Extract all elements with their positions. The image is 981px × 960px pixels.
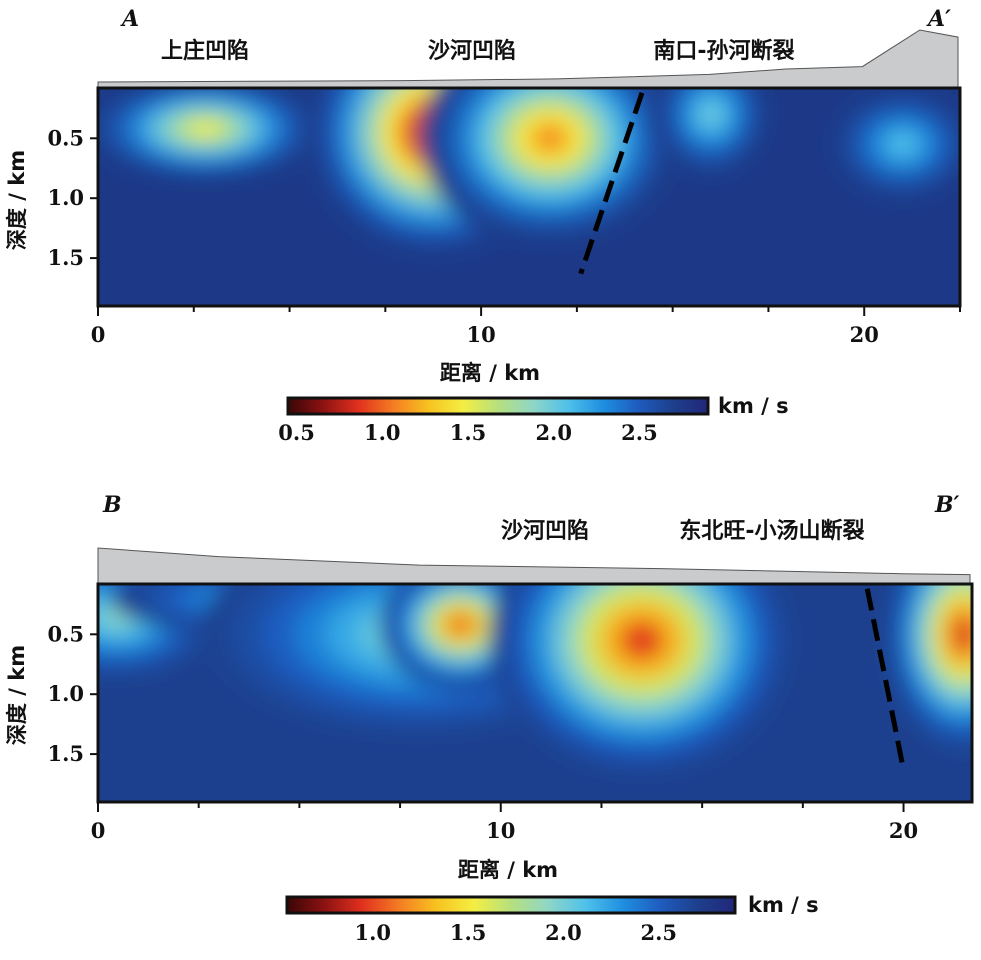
velocity-anomaly-4 [619,620,664,660]
colorbar-tick-label: 2.5 [640,920,677,945]
x-axis-b: 0 10 20 [91,802,918,843]
x-tick-label: 20 [889,818,918,843]
profile-end-label-b: B′ [934,492,960,518]
velocity-anomaly-0 [187,121,223,137]
y-tick-label: 1.5 [47,741,84,766]
y-tick-label: 1.0 [47,681,84,706]
topography-a [97,29,959,89]
x-tick-label: 0 [91,322,106,347]
velocity-anomaly-5 [952,617,972,652]
x-tick-label: 20 [850,322,879,347]
profile-end-label-a: A′ [926,6,951,32]
colorbar-tick-label: 1.0 [355,920,392,945]
topography-b [97,547,971,585]
profile-start-label-b: B [102,492,122,518]
colorbar-tick-label: 2.0 [545,920,582,945]
colorbar-ticks-a: 0.5 1.0 1.5 2.0 2.5 [278,420,657,445]
x-tick-label: 10 [466,322,495,347]
y-tick-label: 0.5 [47,621,84,646]
y-axis-a: 0.5 1.0 1.5 [47,125,98,270]
colorbar-tick-label: 2.0 [535,420,572,445]
velocity-anomaly-2 [531,122,569,154]
fault-line-a [578,91,645,275]
y-tick-label: 0.5 [47,125,84,150]
velocity-map-b [98,584,972,802]
colorbar-unit-b: km / s [748,893,819,917]
colorbar-ticks-b: 1.0 1.5 2.0 2.5 [355,920,678,945]
colorbar-tick-label: 1.5 [450,420,487,445]
y-tick-label: 1.0 [47,185,84,210]
x-tick-label: 0 [91,818,106,843]
colorbar-tick-label: 1.0 [364,420,401,445]
velocity-map-a [98,88,960,306]
y-tick-label: 1.5 [47,245,84,270]
velocity-anomaly-4 [891,135,914,153]
region-label-shangzhuang: 上庄凹陷 [161,38,249,64]
x-axis-a: 0 10 20 [91,306,961,347]
x-axis-title-b: 距离 / km [458,858,558,882]
velocity-anomaly-3 [448,615,472,635]
y-axis-b: 0.5 1.0 1.5 [47,621,98,766]
region-label-dongbeiwang-fault: 东北旺-小汤山断裂 [679,518,864,544]
colorbar-tick-label: 1.5 [450,920,487,945]
x-tick-label: 10 [486,818,515,843]
panel-a: A A′ 上庄凹陷 沙河凹陷 南口-孙河断裂 0 10 20 0.5 1.0 1.5 距… [5,6,962,445]
velocity-anomaly-3 [702,104,720,124]
colorbar-tick-label: 0.5 [278,420,315,445]
y-axis-title-b: 深度 / km [5,645,29,745]
colorbar-unit-a: km / s [718,394,789,418]
plot-frame-b [96,582,974,804]
region-label-nankou-sunhe-fault: 南口-孙河断裂 [653,38,794,64]
y-axis-title-a: 深度 / km [5,150,29,250]
region-label-shahe-b: 沙河凹陷 [501,519,589,544]
region-label-shahe-a: 沙河凹陷 [428,39,516,64]
colorbar-b [285,895,737,915]
plot-frame-a [96,86,962,308]
colorbar-tick-label: 2.5 [621,420,658,445]
x-axis-title-a: 距离 / km [440,361,540,385]
colorbar-a [286,396,710,416]
panel-b: B B′ 沙河凹陷 东北旺-小汤山断裂 0 10 20 0.5 1.0 1.5 距离 /… [5,492,974,945]
profile-start-label-a: A [120,6,139,32]
